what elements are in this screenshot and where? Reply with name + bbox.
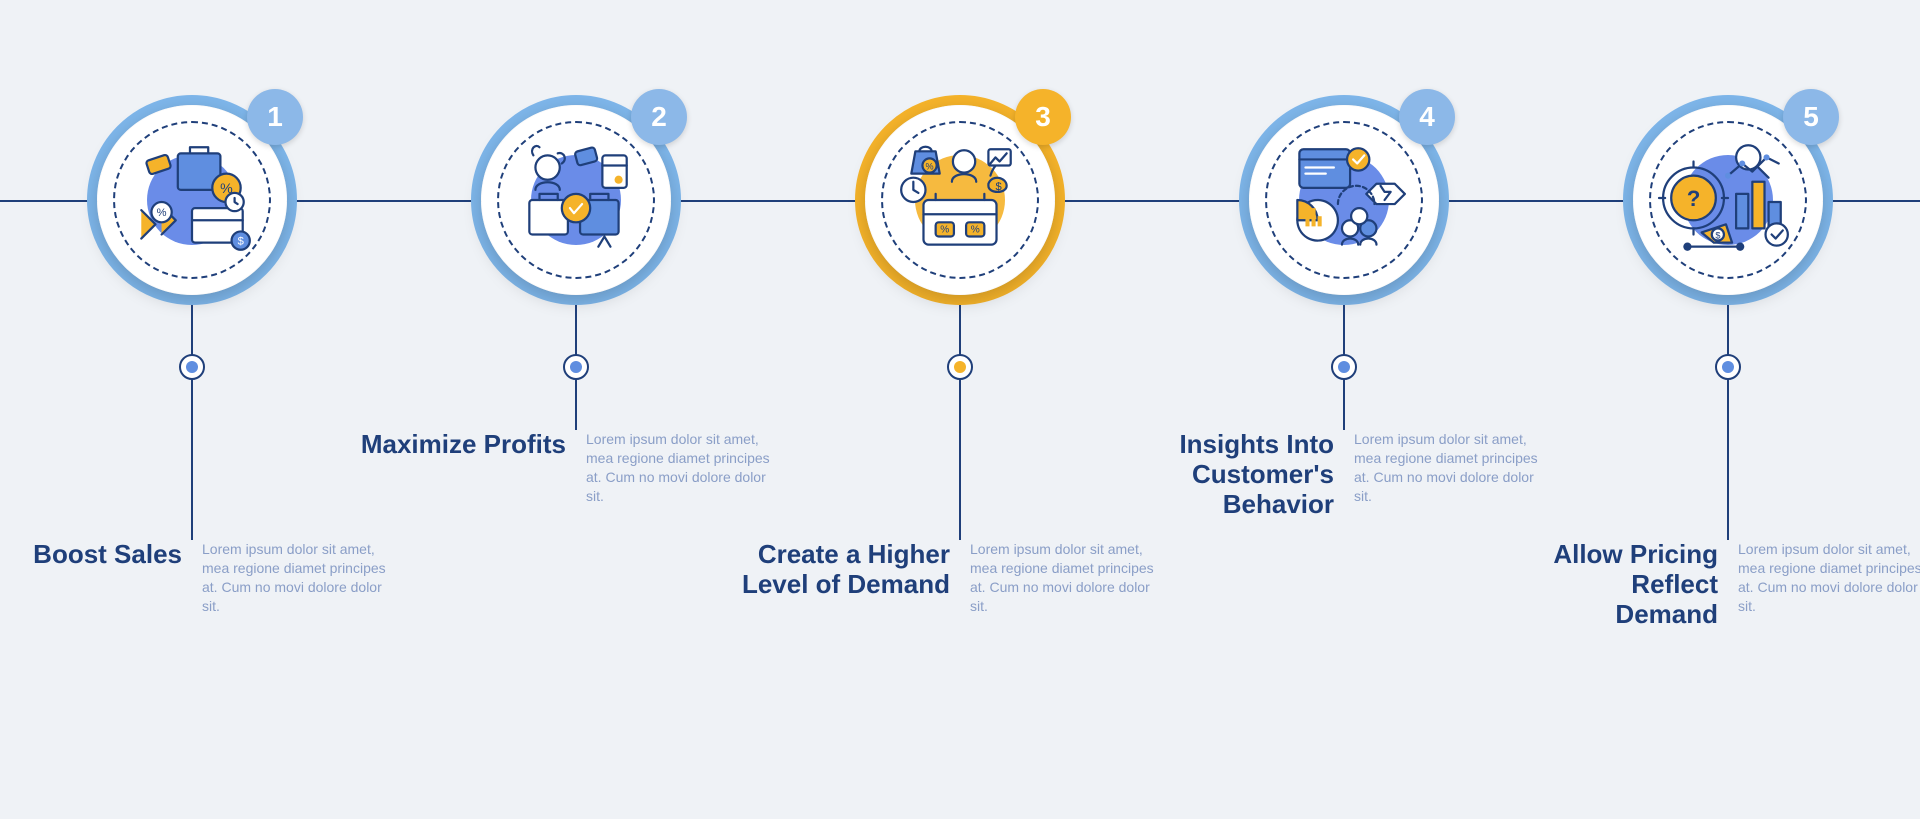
step-number-badge: 1 — [247, 89, 303, 145]
connector-dot — [1715, 354, 1741, 380]
connector-dot-inner — [954, 361, 966, 373]
step-text: Maximize Profits Lorem ipsum dolor sit am… — [346, 430, 776, 506]
step-icon — [1273, 129, 1415, 271]
step-title: Create a Higher Level of Demand — [740, 540, 950, 600]
step-1: %%$1Boost SalesLorem ipsum dolor sit ame… — [0, 0, 384, 819]
medallion: 4 — [1239, 95, 1449, 305]
svg-text:%: % — [940, 224, 949, 235]
svg-text:%: % — [926, 162, 934, 172]
connector-line — [1727, 305, 1729, 540]
step-3: %$%%3Create a Higher Level of DemandLore… — [768, 0, 1152, 819]
step-title: Maximize Profits — [346, 430, 566, 460]
medallion: %%$1 — [87, 95, 297, 305]
medallion: ?$5 — [1623, 95, 1833, 305]
step-body: Lorem ipsum dolor sit amet, mea regione … — [586, 430, 776, 506]
connector-dot-inner — [186, 361, 198, 373]
step-body: Lorem ipsum dolor sit amet, mea regione … — [970, 540, 1160, 616]
connector-dot-inner — [1338, 361, 1350, 373]
step-body: Lorem ipsum dolor sit amet, mea regione … — [202, 540, 392, 616]
svg-text:?: ? — [1687, 186, 1701, 211]
step-number: 3 — [1035, 101, 1051, 133]
step-text: Boost Sales Lorem ipsum dolor sit amet, m… — [32, 540, 392, 616]
connector-dot-inner — [570, 361, 582, 373]
step-number-badge: 3 — [1015, 89, 1071, 145]
step-text: Create a Higher Level of Demand Lorem ips… — [740, 540, 1160, 616]
connector-dot — [1331, 354, 1357, 380]
step-4: 4Insights Into Customer's BehaviorLorem … — [1152, 0, 1536, 819]
step-number: 2 — [651, 101, 667, 133]
step-number: 5 — [1803, 101, 1819, 133]
step-number-badge: 4 — [1399, 89, 1455, 145]
step-icon: ?$ — [1657, 129, 1799, 271]
step-title: Allow Pricing Reflect Demand — [1538, 540, 1718, 630]
step-title: Boost Sales — [32, 540, 182, 570]
step-icon: % $%% — [889, 129, 1031, 271]
step-number-badge: 5 — [1783, 89, 1839, 145]
step-number: 1 — [267, 101, 283, 133]
step-body: Lorem ipsum dolor sit amet, mea regione … — [1354, 430, 1544, 506]
svg-text:$: $ — [1715, 231, 1720, 241]
connector-dot-inner — [1722, 361, 1734, 373]
svg-text:$: $ — [238, 236, 245, 248]
connector-dot — [563, 354, 589, 380]
step-2: 2Maximize ProfitsLorem ipsum dolor sit a… — [384, 0, 768, 819]
step-number-badge: 2 — [631, 89, 687, 145]
medallion: % $%% 3 — [855, 95, 1065, 305]
connector-dot — [947, 354, 973, 380]
svg-text:%: % — [157, 207, 167, 219]
step-title: Insights Into Customer's Behavior — [1084, 430, 1334, 520]
medallion: 2 — [471, 95, 681, 305]
svg-text:$: $ — [995, 181, 1002, 193]
step-text: Insights Into Customer's Behavior Lorem i… — [1084, 430, 1544, 520]
step-icon: %%$ — [121, 129, 263, 271]
step-text: Allow Pricing Reflect Demand Lorem ipsum … — [1538, 540, 1920, 630]
connector-dot — [179, 354, 205, 380]
step-5: ?$5Allow Pricing Reflect DemandLorem ips… — [1536, 0, 1920, 819]
step-icon — [505, 129, 647, 271]
connector-line — [191, 305, 193, 540]
step-body: Lorem ipsum dolor sit amet, mea regione … — [1738, 540, 1920, 616]
connector-line — [959, 305, 961, 540]
step-number: 4 — [1419, 101, 1435, 133]
svg-text:%: % — [971, 224, 980, 235]
infographic-canvas: %% $1 Boost Sales Lorem ipsum dolor sit ame… — [0, 0, 1920, 819]
